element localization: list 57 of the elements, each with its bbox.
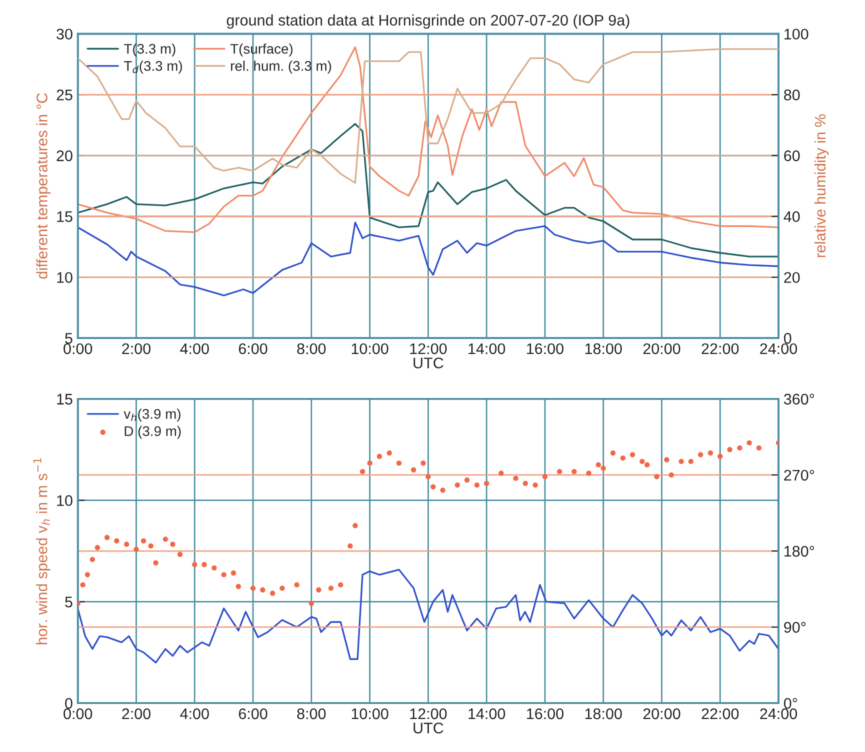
- y-tick-label: 20: [56, 150, 72, 162]
- y-tick-label: 5: [65, 596, 72, 608]
- x-tick-label: 4:00: [180, 343, 209, 354]
- legend-label: D (3.9 m): [124, 426, 181, 439]
- x-tick-label: 0:00: [64, 708, 92, 720]
- chart-title: ground station data at Hornisgrinde on 2007-07-20 (IOP 9a): [226, 14, 630, 29]
- x-tick-label: 14:00: [468, 708, 506, 720]
- y-tick-label: 15: [57, 211, 72, 222]
- x-tick-label: 22:00: [702, 708, 739, 720]
- x-tick-label: 6:00: [238, 708, 268, 720]
- y2-tick-label: 0°: [784, 698, 798, 709]
- x-tick-label: 8:00: [297, 708, 326, 720]
- y-axis-title: hor. wind speed v$_{h}$ in m s$^{−1}$: [33, 458, 50, 644]
- line-series: [78, 123, 778, 258]
- y-tick-label: 10: [57, 495, 72, 506]
- y-tick-label: 25: [56, 90, 72, 100]
- x-tick-label: 22:00: [702, 343, 739, 354]
- line-series: [78, 568, 778, 664]
- x-axis-title: UTC: [414, 358, 444, 368]
- x-tick-label: 18:00: [585, 343, 622, 354]
- x-tick-label: 10:00: [352, 343, 388, 354]
- x-tick-label: 14:00: [468, 343, 506, 354]
- line-series: [78, 222, 778, 296]
- x-tick-label: 0:00: [64, 343, 92, 354]
- y2-tick-label: 90°: [784, 622, 806, 633]
- y-tick-label: 5: [65, 333, 72, 344]
- x-tick-label: 2:00: [122, 343, 151, 354]
- x-tick-label: 18:00: [585, 708, 622, 720]
- y2-tick-label: 270°: [784, 470, 814, 481]
- y2-tick-label: 60: [784, 150, 800, 162]
- x-tick-label: 2:00: [122, 708, 151, 720]
- x-tick-label: 6:00: [238, 343, 268, 354]
- y2-tick-label: 100: [784, 28, 808, 40]
- x-tick-label: 12:00: [410, 343, 447, 354]
- y-tick-label: 30: [56, 28, 72, 40]
- x-tick-label: 24:00: [760, 343, 798, 354]
- x-tick-label: 10:00: [352, 708, 388, 720]
- x-tick-label: 8:00: [297, 343, 326, 354]
- x-axis-title: UTC: [414, 722, 444, 734]
- x-tick-label: 16:00: [527, 708, 564, 720]
- y2-tick-label: 180°: [784, 546, 814, 557]
- y2-axis-title: relative humidity in %: [814, 114, 829, 258]
- x-tick-label: 4:00: [180, 708, 209, 720]
- x-tick-label: 24:00: [760, 708, 798, 720]
- y2-tick-label: 360°: [784, 394, 814, 405]
- y2-tick-label: 20: [784, 272, 800, 283]
- x-tick-label: 12:00: [410, 708, 447, 720]
- y-tick-label: 15: [57, 394, 72, 405]
- x-tick-label: 20:00: [643, 708, 680, 720]
- y2-tick-label: 0: [784, 332, 792, 344]
- y-axis-title: different temperatures in °C: [36, 93, 50, 279]
- y2-tick-label: 40: [784, 211, 800, 222]
- y2-tick-label: 80: [784, 90, 800, 100]
- y-tick-label: 0: [65, 698, 72, 709]
- y-tick-label: 10: [57, 272, 72, 283]
- x-tick-label: 20:00: [643, 343, 680, 354]
- x-tick-label: 16:00: [527, 343, 564, 354]
